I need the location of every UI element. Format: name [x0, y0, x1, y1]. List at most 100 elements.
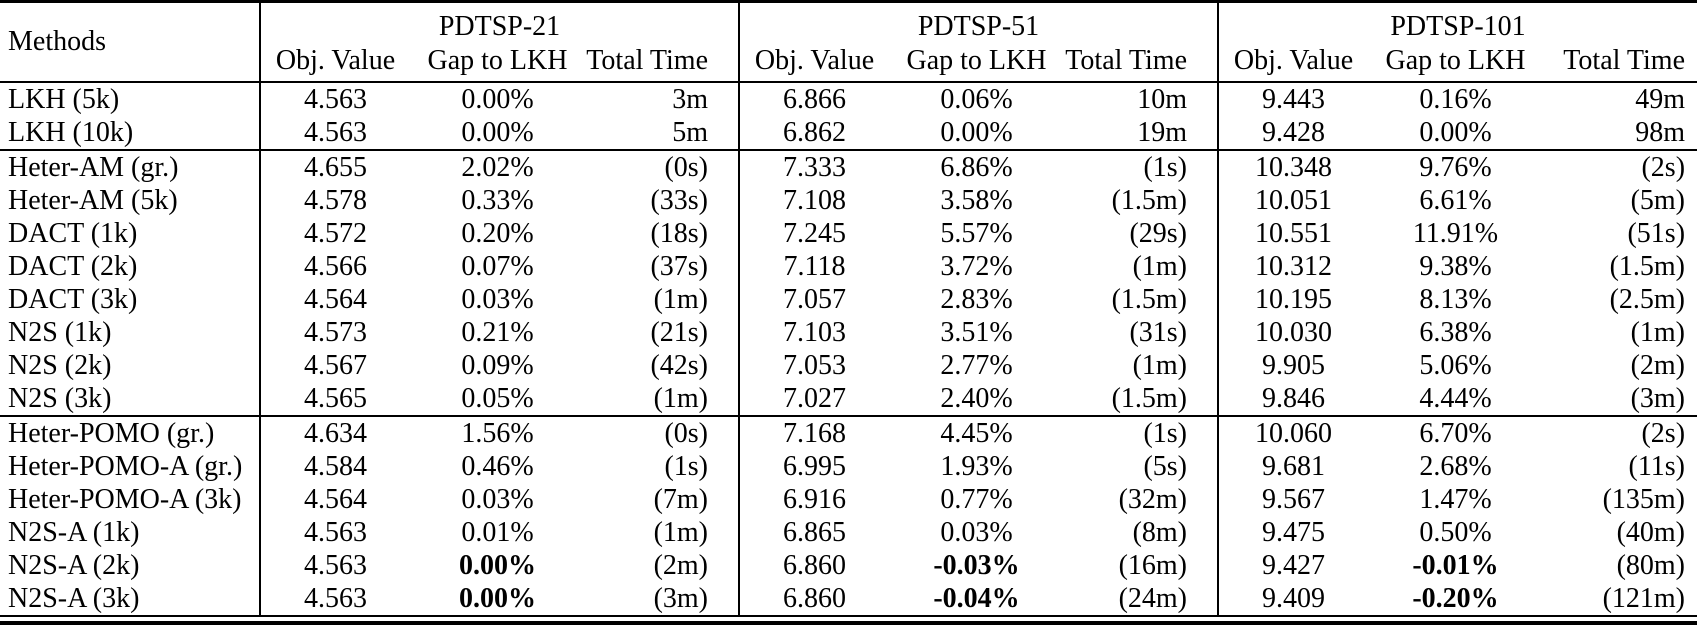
obj-value-cell: 10.551	[1217, 217, 1368, 250]
gap-to-lkh-cell: 5.06%	[1419, 350, 1492, 381]
obj-value-cell: 10.348	[1217, 149, 1368, 184]
total-time-cell: (2m)	[653, 550, 708, 581]
total-time-cell: (0s)	[585, 415, 739, 450]
total-time-cell: (1m)	[653, 383, 708, 414]
gap-to-lkh-cell: 0.03%	[940, 517, 1013, 548]
gap-to-lkh-cell: 0.20%	[461, 218, 534, 249]
obj-value-cell: 7.057	[738, 283, 889, 316]
total-time-cell: (40m)	[1616, 517, 1686, 548]
method-name: N2S-A (2k)	[8, 550, 140, 581]
obj-value-cell: 4.655	[259, 149, 410, 184]
subheader-gap-to-lkh: Gap to LKH	[1385, 45, 1526, 76]
gap-to-lkh-cell: 0.06%	[940, 84, 1013, 115]
total-time-cell: 98m	[1635, 117, 1686, 148]
gap-to-lkh-cell: -0.04%	[933, 583, 1020, 614]
obj-value-cell: 6.865	[738, 516, 889, 549]
obj-value-cell: 4.563	[259, 582, 410, 616]
table-row: LKH (5k) 4.563 0.00% 3m 6.866 0.06% 10m 9.443 0.…	[0, 82, 1697, 116]
gap-to-lkh-cell: 2.83%	[940, 284, 1013, 315]
total-time-cell: (3m)	[653, 583, 708, 614]
total-time-cell: (31s)	[1129, 317, 1187, 348]
gap-to-lkh-cell: -0.20%	[1412, 583, 1499, 614]
group-header-pdtsp-101: PDTSP-101	[1216, 1, 1697, 44]
obj-value-cell: 9.567	[1217, 483, 1368, 516]
obj-value-cell: 9.427	[1217, 549, 1368, 582]
method-name: DACT (2k)	[8, 251, 138, 282]
obj-value-cell: 7.245	[738, 217, 889, 250]
total-time-cell: (1.5m)	[1111, 185, 1187, 216]
gap-to-lkh-cell: 0.00%	[461, 84, 534, 115]
gap-to-lkh-cell: 2.40%	[940, 383, 1013, 414]
method-name: N2S (3k)	[8, 383, 112, 414]
total-time-cell: (51s)	[1627, 218, 1686, 249]
gap-to-lkh-cell: 0.00%	[459, 583, 536, 614]
total-time-cell: (37s)	[650, 251, 708, 282]
obj-value-cell: 4.564	[259, 283, 410, 316]
obj-value-cell: 10.195	[1217, 283, 1368, 316]
gap-to-lkh-cell: 6.86%	[889, 149, 1064, 184]
table-row: N2S-A (3k) 4.563 0.00% (3m) 6.860 -0.04% (24m)…	[0, 582, 1697, 616]
obj-value-cell: 7.333	[738, 149, 889, 184]
obj-value-cell: 6.995	[738, 450, 889, 483]
total-time-cell: (18s)	[650, 218, 708, 249]
total-time-cell: 19m	[1137, 117, 1187, 148]
obj-value-cell: 9.428	[1217, 116, 1368, 150]
obj-value-cell: 4.563	[259, 516, 410, 549]
table-row: N2S-A (2k) 4.563 0.00% (2m) 6.860 -0.03% (16m)…	[0, 549, 1697, 582]
gap-to-lkh-cell: 0.00%	[459, 550, 536, 581]
gap-to-lkh-cell: 0.03%	[461, 284, 534, 315]
subheader-gap-to-lkh: Gap to LKH	[427, 45, 568, 76]
gap-to-lkh-cell: 4.44%	[1419, 383, 1492, 414]
gap-to-lkh-cell: 2.68%	[1419, 451, 1492, 482]
gap-to-lkh-cell: 0.03%	[461, 484, 534, 515]
gap-to-lkh-cell: 6.70%	[1368, 415, 1543, 450]
gap-to-lkh-cell: 5.57%	[940, 218, 1013, 249]
obj-value-cell: 10.060	[1217, 415, 1368, 450]
method-name: N2S-A (1k)	[8, 517, 140, 548]
total-time-cell: (33s)	[650, 185, 708, 216]
total-time-cell: (135m)	[1602, 484, 1686, 515]
group-header-row: Methods PDTSP-21 PDTSP-51 PDTSP-101	[0, 1, 1697, 57]
obj-value-cell: 6.860	[738, 582, 889, 616]
gap-to-lkh-cell: 0.07%	[461, 251, 534, 282]
gap-to-lkh-cell: 2.77%	[940, 350, 1013, 381]
gap-to-lkh-cell: 0.00%	[1419, 117, 1492, 148]
obj-value-cell: 10.051	[1217, 184, 1368, 217]
subheader-total-time: Total Time	[1065, 45, 1187, 76]
method-name: Heter-POMO-A (gr.)	[8, 451, 243, 482]
obj-value-cell: 4.565	[259, 382, 410, 416]
pdtsp-results-table: Methods PDTSP-21 PDTSP-51 PDTSP-101 Obj.…	[0, 0, 1697, 617]
obj-value-cell: 9.905	[1217, 349, 1368, 382]
obj-value-cell: 9.846	[1217, 382, 1368, 416]
total-time-cell: (1m)	[653, 517, 708, 548]
table-header: Methods PDTSP-21 PDTSP-51 PDTSP-101 Obj.…	[0, 1, 1697, 82]
total-time-cell: 3m	[672, 84, 708, 115]
method-name: N2S (2k)	[8, 350, 112, 381]
table-row: DACT (1k) 4.572 0.20% (18s) 7.245 5.57% (29s) 1…	[0, 217, 1697, 250]
gap-to-lkh-cell: 0.21%	[461, 317, 534, 348]
subheader-obj-value: Obj. Value	[1217, 44, 1368, 82]
gap-to-lkh-cell: 0.33%	[461, 185, 534, 216]
group-header-pdtsp-21: PDTSP-21	[259, 1, 739, 44]
total-time-cell: (1m)	[1132, 350, 1187, 381]
gap-to-lkh-cell: 0.00%	[940, 117, 1013, 148]
gap-to-lkh-cell: 0.50%	[1419, 517, 1492, 548]
obj-value-cell: 7.103	[738, 316, 889, 349]
obj-value-cell: 4.567	[259, 349, 410, 382]
method-name: DACT (3k)	[8, 284, 138, 315]
table-row: Heter-AM (5k) 4.578 0.33% (33s) 7.108 3.58% (1…	[0, 184, 1697, 217]
gap-to-lkh-cell: 1.56%	[410, 415, 585, 450]
obj-value-cell: 4.564	[259, 483, 410, 516]
obj-value-cell: 10.312	[1217, 250, 1368, 283]
obj-value-cell: 9.409	[1217, 582, 1368, 616]
gap-to-lkh-cell: 0.77%	[940, 484, 1013, 515]
method-name: Heter-AM (5k)	[8, 185, 178, 216]
total-time-cell: (21s)	[650, 317, 708, 348]
gap-to-lkh-cell: 0.09%	[461, 350, 534, 381]
column-header-row: Obj. Value Gap to LKH Total Time Obj. Value…	[0, 44, 1697, 82]
gap-to-lkh-cell: 6.38%	[1419, 317, 1492, 348]
obj-value-cell: 4.573	[259, 316, 410, 349]
gap-to-lkh-cell: 0.01%	[461, 517, 534, 548]
method-name: N2S (1k)	[8, 317, 112, 348]
